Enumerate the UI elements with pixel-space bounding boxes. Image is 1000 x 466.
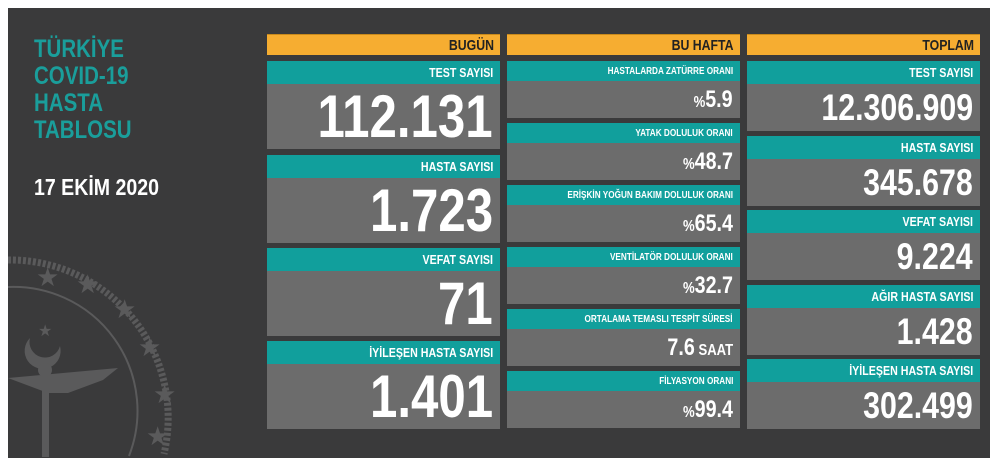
today-test-card: TEST SAYISI 112.131 <box>267 61 500 150</box>
card-value: 302.499 <box>863 385 973 426</box>
card-value: 345.678 <box>863 162 973 203</box>
card-value: 5.9 <box>705 86 733 113</box>
icu-occupancy-card: ERİŞKİN YOĞUN BAKIM DOLULUK ORANI %65.4 <box>507 185 740 242</box>
this-week-column: BU HAFTA HASTALARDA ZATÜRRE ORANI %5.9 Y… <box>507 34 740 428</box>
today-deaths-card: VEFAT SAYISI 71 <box>267 248 500 337</box>
card-value: 7.6 <box>667 334 695 361</box>
covid-table-panel: ★ ★ ★ ★ ★ ★ ★ TÜRKİYE COVID-19 HASTA TABLOSU… <box>8 8 990 458</box>
card-label: ERİŞKİN YOĞUN BAKIM DOLULUK ORANI <box>567 190 733 201</box>
card-value: 65.4 <box>694 210 733 237</box>
card-label: HASTA SAYISI <box>900 140 973 155</box>
svg-text:★: ★ <box>113 295 136 325</box>
svg-text:★: ★ <box>36 263 59 293</box>
card-value: 71 <box>438 270 493 337</box>
header-label: BU HAFTA <box>672 37 734 54</box>
svg-text:★: ★ <box>146 422 169 452</box>
header-label: TOPLAM <box>922 37 974 54</box>
total-header: TOPLAM <box>747 34 980 55</box>
unit-label: SAAT <box>694 342 733 359</box>
ventilator-occupancy-card: VENTİLATÖR DOLULUK ORANI %32.7 <box>507 247 740 304</box>
card-label: AĞIR HASTA SAYISI <box>870 289 973 304</box>
title-line: TABLOSU <box>34 116 132 144</box>
percent-sign: % <box>693 94 706 111</box>
card-label: VEFAT SAYISI <box>422 252 493 267</box>
card-label: YATAK DOLULUK ORANI <box>635 128 733 139</box>
today-column: BUGÜN TEST SAYISI 112.131 HASTA SAYISI 1… <box>267 34 500 430</box>
svg-text:★: ★ <box>38 321 52 340</box>
total-deaths-card: VEFAT SAYISI 9.224 <box>747 210 980 280</box>
title-line: COVID-19 <box>34 62 129 90</box>
ministry-emblem-icon: ★ ★★ ★★★ ★ <box>8 256 176 457</box>
today-recovered-card: İYİLEŞEN HASTA SAYISI 1.401 <box>267 341 500 430</box>
card-label: İYİLEŞEN HASTA SAYISI <box>848 363 973 378</box>
bed-occupancy-card: YATAK DOLULUK ORANI %48.7 <box>507 123 740 180</box>
card-value: 1.428 <box>897 311 973 352</box>
filiation-rate-card: FİLYASYON ORANI %99.4 <box>507 371 740 428</box>
card-label: VENTİLATÖR DOLULUK ORANI <box>610 252 733 263</box>
svg-text:★: ★ <box>76 270 99 300</box>
title-line: HASTA <box>34 89 104 117</box>
percent-sign: % <box>683 156 695 173</box>
total-test-card: TEST SAYISI 12.306.909 <box>747 61 980 131</box>
title-line: TÜRKİYE <box>34 35 124 63</box>
card-value: 12.306.909 <box>821 87 973 128</box>
card-label: TEST SAYISI <box>428 65 493 80</box>
percent-sign: % <box>683 404 695 421</box>
percent-sign: % <box>683 218 695 235</box>
today-header: BUGÜN <box>267 34 500 55</box>
total-column: TOPLAM TEST SAYISI 12.306.909 HASTA SAYI… <box>747 34 980 429</box>
report-date: 17 EKİM 2020 <box>34 174 159 200</box>
page-title: TÜRKİYE COVID-19 HASTA TABLOSU <box>34 36 132 144</box>
card-label: HASTALARDA ZATÜRRE ORANI <box>607 66 733 77</box>
card-value: 9.224 <box>897 236 973 277</box>
card-value: 1.723 <box>369 177 493 244</box>
svg-text:★: ★ <box>138 333 161 363</box>
today-cases-card: HASTA SAYISI 1.723 <box>267 155 500 244</box>
card-label: TEST SAYISI <box>908 65 973 80</box>
card-label: HASTA SAYISI <box>420 159 493 174</box>
this-week-header: BU HAFTA <box>507 34 740 55</box>
total-critical-card: AĞIR HASTA SAYISI 1.428 <box>747 285 980 355</box>
card-label: ORTALAMA TEMASLI TESPİT SÜRESİ <box>584 314 733 325</box>
contact-tracing-time-card: ORTALAMA TEMASLI TESPİT SÜRESİ 7.6 SAAT <box>507 309 740 366</box>
header-label: BUGÜN <box>448 37 494 54</box>
pneumonia-rate-card: HASTALARDA ZATÜRRE ORANI %5.9 <box>507 61 740 118</box>
card-value: 48.7 <box>694 148 733 175</box>
svg-text:★: ★ <box>153 380 176 410</box>
total-cases-card: HASTA SAYISI 345.678 <box>747 136 980 206</box>
card-label: VEFAT SAYISI <box>902 214 973 229</box>
card-value: 1.401 <box>369 363 493 430</box>
card-value: 112.131 <box>317 83 493 150</box>
card-label: İYİLEŞEN HASTA SAYISI <box>368 345 493 360</box>
card-value: 32.7 <box>694 272 733 299</box>
card-label: FİLYASYON ORANI <box>658 376 733 387</box>
card-value: 99.4 <box>694 396 733 423</box>
total-recovered-card: İYİLEŞEN HASTA SAYISI 302.499 <box>747 359 980 429</box>
percent-sign: % <box>683 280 695 297</box>
